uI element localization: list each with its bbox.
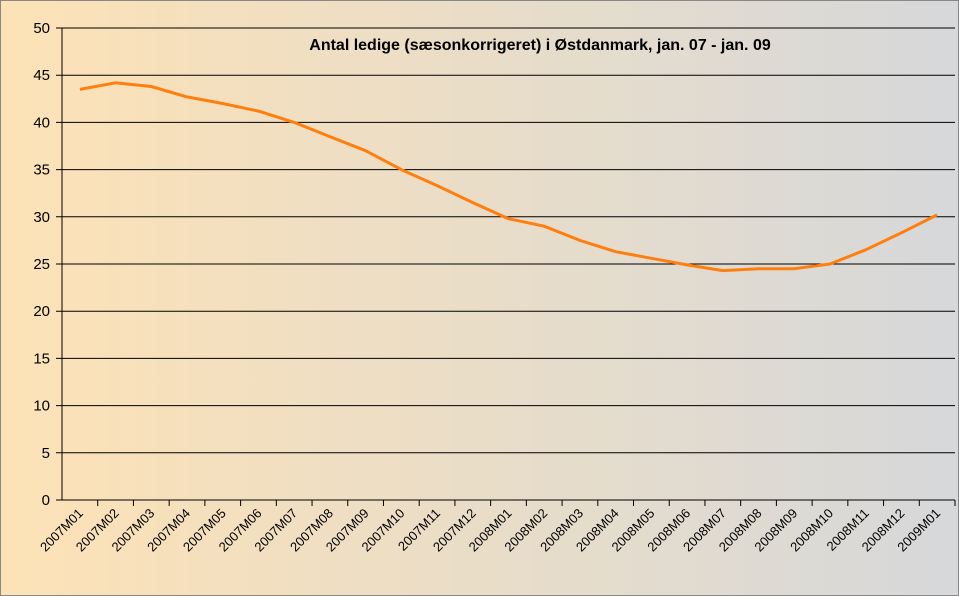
y-tick-label: 10 bbox=[33, 398, 50, 415]
y-tick-label: 20 bbox=[33, 303, 50, 320]
y-tick-label: 40 bbox=[33, 114, 50, 131]
y-tick-label: 45 bbox=[33, 67, 50, 84]
y-tick-label: 50 bbox=[33, 20, 50, 37]
line-series bbox=[79, 81, 938, 273]
y-tick-label: 25 bbox=[33, 256, 50, 273]
y-tick-label: 35 bbox=[33, 162, 50, 179]
y-tick-label: 30 bbox=[33, 209, 50, 226]
y-tick-label: 0 bbox=[42, 492, 50, 509]
y-tick-label: 5 bbox=[42, 445, 50, 462]
y-tick-label: 15 bbox=[33, 350, 50, 367]
chart-title: Antal ledige (sæsonkorrigeret) i Østdanm… bbox=[309, 37, 771, 54]
